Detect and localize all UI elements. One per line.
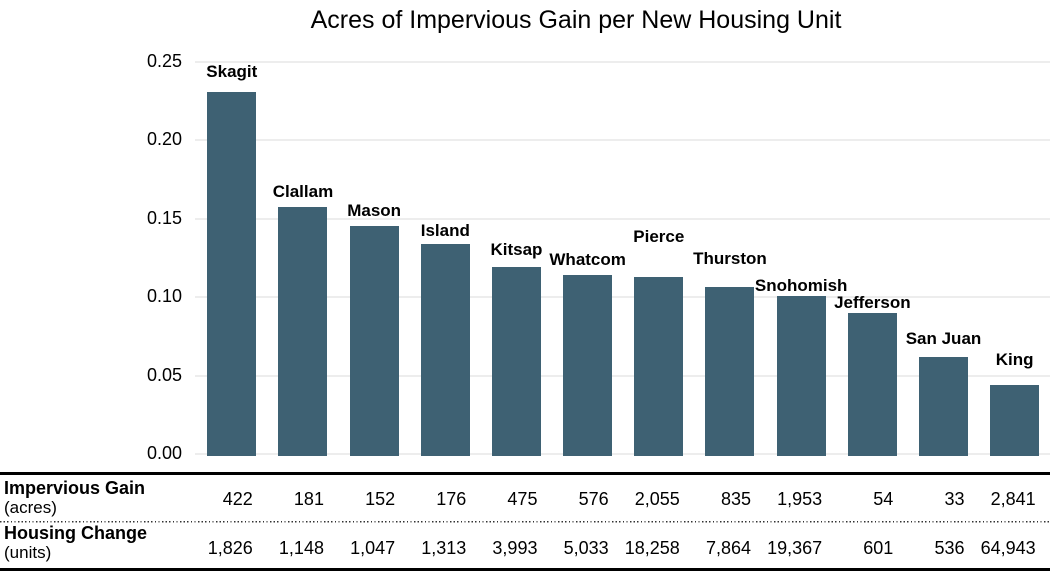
gridline xyxy=(195,374,1050,377)
y-axis-tick-label: 0.25 xyxy=(146,51,182,72)
bar-label-pierce: Pierce xyxy=(633,227,685,247)
table-cell-impervious-gain-island: 176 xyxy=(436,489,467,509)
bar-king xyxy=(990,385,1040,456)
bar-label-kitsap: Kitsap xyxy=(490,240,543,260)
bar-label-jefferson: Jefferson xyxy=(834,293,911,313)
table-cell-impervious-gain-whatcom: 576 xyxy=(578,489,609,509)
row-header-housing-change: Housing Change (units) xyxy=(4,523,147,563)
table-cell-impervious-gain-king: 2,841 xyxy=(990,489,1036,509)
table-cell-housing-change-snohomish: 19,367 xyxy=(767,538,823,558)
row-sublabel: (acres) xyxy=(4,498,57,517)
row-header-impervious-gain: Impervious Gain (acres) xyxy=(4,478,146,518)
bar-label-skagit: Skagit xyxy=(206,61,258,81)
row-label: Impervious Gain xyxy=(4,478,146,498)
bar-jefferson xyxy=(847,313,897,456)
bar-label-snohomish: Snohomish xyxy=(754,275,848,295)
table-cell-housing-change-san-juan: 536 xyxy=(934,538,965,558)
bar-mason xyxy=(349,226,399,456)
bar-kitsap xyxy=(491,267,541,456)
table-cell-impervious-gain-mason: 152 xyxy=(365,489,396,509)
bar-snohomish xyxy=(776,295,826,456)
bar-island xyxy=(420,243,470,456)
table-cell-impervious-gain-snohomish: 1,953 xyxy=(777,489,823,509)
gridline xyxy=(195,61,1050,63)
table-cell-housing-change-mason: 1,047 xyxy=(350,538,396,558)
bar-san-juan xyxy=(919,357,968,456)
table-cell-housing-change-jefferson: 601 xyxy=(863,538,894,558)
table-cell-impervious-gain-san-juan: 33 xyxy=(944,489,965,509)
table-cell-impervious-gain-clallam: 181 xyxy=(293,489,324,509)
y-axis-tick-label: 0.00 xyxy=(146,443,182,464)
bar-thurston xyxy=(705,287,755,456)
gridline xyxy=(195,139,1050,142)
bar-clallam xyxy=(278,206,328,456)
row-separator-dotted xyxy=(0,521,1050,523)
bar-whatcom xyxy=(563,274,613,456)
y-axis-tick-label: 0.10 xyxy=(146,286,182,307)
chart-title: Acres of Impervious Gain per New Housing… xyxy=(310,6,842,34)
table-cell-impervious-gain-kitsap: 475 xyxy=(507,489,538,509)
row-sublabel: (units) xyxy=(4,543,52,562)
table-cell-housing-change-whatcom: 5,033 xyxy=(563,538,609,558)
table-cell-impervious-gain-skagit: 422 xyxy=(222,489,253,509)
bar-label-thurston: Thurston xyxy=(693,249,767,269)
gridline xyxy=(195,453,1050,455)
table-cell-housing-change-clallam: 1,148 xyxy=(278,538,324,558)
y-axis-tick-label: 0.05 xyxy=(146,364,182,385)
table-cell-housing-change-kitsap: 3,993 xyxy=(492,538,538,558)
table-cell-housing-change-island: 1,313 xyxy=(421,538,467,558)
y-axis-tick-label: 0.15 xyxy=(146,207,182,228)
bar-label-san-juan: San Juan xyxy=(905,329,982,349)
gridline xyxy=(195,217,1050,220)
gridline xyxy=(195,296,1050,299)
bar-label-whatcom: Whatcom xyxy=(549,249,626,269)
bar-label-mason: Mason xyxy=(347,201,402,221)
table-cell-housing-change-king: 64,943 xyxy=(980,538,1036,558)
bar-skagit xyxy=(207,91,257,456)
table-top-border xyxy=(0,472,1050,475)
bar-label-clallam: Clallam xyxy=(272,181,334,201)
table-cell-impervious-gain-jefferson: 54 xyxy=(873,489,894,509)
bar-label-island: Island xyxy=(420,220,470,240)
table-bottom-border xyxy=(0,568,1050,571)
table-cell-impervious-gain-pierce: 2,055 xyxy=(634,489,680,509)
row-label: Housing Change xyxy=(4,523,147,543)
bar-pierce xyxy=(634,277,684,456)
table-cell-impervious-gain-thurston: 835 xyxy=(720,489,751,509)
table-cell-housing-change-skagit: 1,826 xyxy=(207,538,253,558)
y-axis-tick-label: 0.20 xyxy=(146,129,182,150)
table-cell-housing-change-pierce: 18,258 xyxy=(624,538,680,558)
table-cell-housing-change-thurston: 7,864 xyxy=(705,538,751,558)
bar-label-king: King xyxy=(995,350,1034,370)
